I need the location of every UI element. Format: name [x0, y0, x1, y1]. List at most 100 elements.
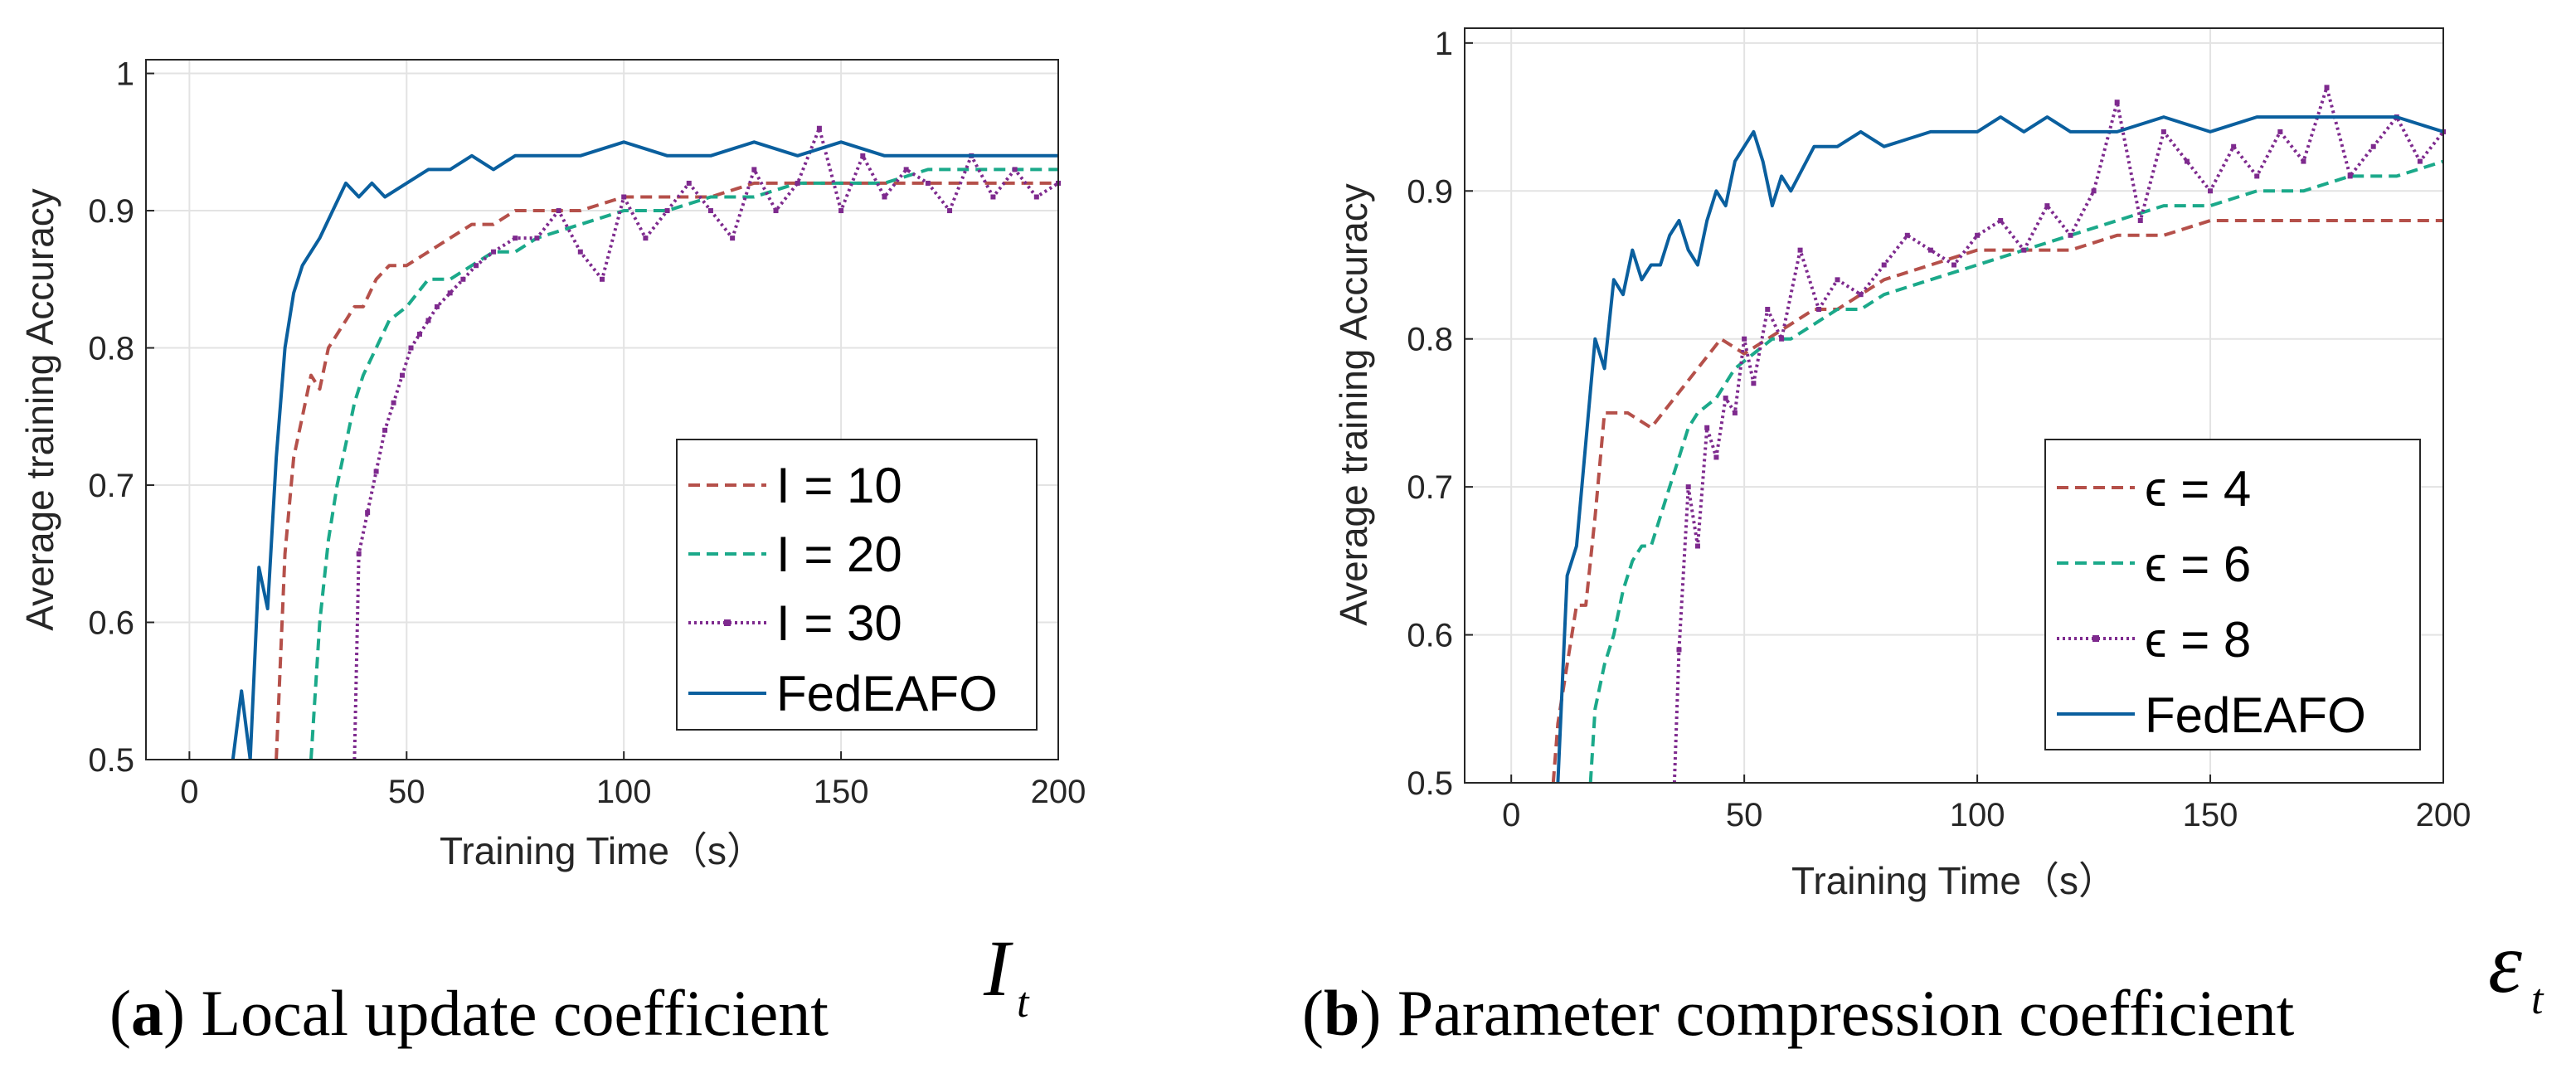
panel-a-series-2-point: [391, 400, 396, 406]
panel-a-ytick-label-0.8: 0.8: [88, 331, 134, 367]
panel-b-series-2-point: [1676, 647, 1682, 653]
panel-a-xtick-label-150: 150: [814, 774, 869, 810]
panel-b-legend: ϵ = 4 ϵ = 6 ϵ = 8 FedEAFO: [2044, 439, 2421, 750]
panel-b-legend-value-e6: = 6: [2180, 537, 2251, 592]
panel-a-series-2-point: [947, 208, 953, 214]
panel-b-series-2-point: [2254, 173, 2260, 179]
panel-a-xtick-label-200: 200: [1031, 774, 1086, 810]
panel-a-xtick-label-100: 100: [596, 774, 652, 810]
panel-a-series-2-point: [882, 194, 887, 200]
panel-a-series-2-point: [795, 180, 800, 186]
panel-b-series-2-point: [1685, 484, 1691, 490]
panel-a-series-2-point: [664, 208, 670, 214]
panel-b-series-0: [1551, 219, 2443, 783]
panel-b-series-2-point: [1732, 410, 1738, 415]
panel-b-series-2-point: [2091, 188, 2097, 194]
panel-a: 0 50 100 150 200 0.5 0.6 0.7 0.8 0.9 1 Training Ti…: [18, 56, 1086, 1049]
panel-b-caption-text: Parameter compression coefficient: [1397, 977, 2295, 1049]
panel-a-series-2-point: [1012, 167, 1018, 172]
panel-a-series-3: [231, 140, 1058, 760]
panel-a-series: [231, 125, 1061, 760]
panel-b-xtick-label-100: 100: [1950, 797, 2005, 833]
panel-b-ylabel: Average training Accuracy: [1332, 183, 1375, 626]
panel-b-xtick-label-50: 50: [1726, 797, 1763, 833]
panel-a-caption-symbol: I: [983, 924, 1013, 1013]
panel-a-series-2-point: [816, 125, 822, 131]
panel-b-series-2-point: [1797, 247, 1803, 253]
panel-b-ytick-label-0.8: 0.8: [1407, 322, 1453, 358]
panel-b-series-2-point: [2301, 158, 2306, 164]
panel-a-series-0: [275, 181, 1058, 760]
panel-a-series-2-point: [513, 236, 518, 241]
panel-b-series-2-point: [1751, 381, 1757, 386]
panel-b-legend-symbol-e8: ϵ: [2145, 612, 2167, 668]
panel-a-series-2-point: [356, 551, 362, 556]
panel-a-series-2-point: [491, 249, 497, 255]
panel-b-xlabel: Training Time（s）: [1791, 859, 2117, 902]
panel-b-series-2-point: [1694, 543, 1700, 549]
panel-a-series-2-point: [773, 208, 779, 214]
panel-b-legend-symbol-e4: ϵ: [2145, 461, 2167, 517]
panel-b-series-2-point: [2347, 173, 2353, 179]
panel-b-series-2-point: [2208, 188, 2214, 194]
panel-a-series-2-point: [577, 249, 583, 255]
panel-b-series-2-point: [1779, 336, 1785, 342]
panel-a-ytick-label-0.7: 0.7: [88, 468, 134, 504]
panel-a-series-2-point: [417, 331, 422, 337]
panel-a-xlabel: Training Time（s）: [440, 829, 765, 872]
panel-b-legend-symbol-e6: ϵ: [2145, 537, 2167, 592]
panel-b-series-2: [1672, 85, 2443, 783]
panel-a-series-2-point: [643, 236, 649, 241]
panel-b: 0 50 100 150 200 0.5 0.6 0.7 0.8 0.9 1 Training Ti…: [1302, 26, 2544, 1049]
panel-b-xtick-label-200: 200: [2416, 797, 2472, 833]
panel-b-axes-box: [1464, 27, 2444, 784]
panel-b-series-2-point: [2417, 158, 2423, 164]
panel-a-series-2-point: [838, 208, 844, 214]
panel-a-series-2-point: [434, 304, 440, 309]
panel-b-series-3: [1556, 115, 2443, 783]
panel-b-series-2-point: [1951, 262, 1956, 268]
panel-b-series-2-point: [2044, 203, 2050, 209]
panel-b-caption-symbol: ε: [2488, 915, 2522, 1011]
panel-a-series-2-point: [460, 276, 466, 282]
panel-b-ytick-label-0.9: 0.9: [1407, 173, 1453, 210]
panel-b-xtick-label-0: 0: [1502, 797, 1520, 833]
panel-b-legend-value-e8: = 8: [2180, 612, 2251, 668]
panel-b-series-2-point: [1742, 336, 1747, 342]
panel-a-series-2-point: [425, 318, 431, 323]
panel-b-series: [1551, 85, 2446, 783]
panel-a-series-1: [309, 168, 1058, 760]
panel-b-series-2-point: [1881, 262, 1887, 268]
panel-a-series-2-point: [751, 167, 757, 172]
panel-a-series-2-point: [686, 180, 692, 186]
panel-a-legend-label-i30: I = 30: [776, 595, 902, 651]
panel-a-series-2-point: [556, 208, 561, 214]
panel-b-legend-label-fedeafo: FedEAFO: [2145, 687, 2366, 743]
panel-a-caption-close: ): [163, 977, 201, 1049]
panel-b-legend-label-e6: ϵ = 6: [2145, 537, 2251, 592]
panel-b-series-2-point: [1765, 307, 1771, 313]
panel-a-legend-marker-i30: [724, 619, 731, 626]
panel-b-series-2-point: [1704, 425, 1710, 430]
panel-a-xtick-label-0: 0: [180, 774, 198, 810]
panel-b-caption-label: b: [1324, 977, 1359, 1049]
panel-a-series-2-point: [400, 372, 406, 378]
panel-a-series-2-point: [408, 345, 414, 351]
panel-a-series-2-point: [373, 469, 379, 474]
panel-a-series-2-point: [621, 194, 627, 200]
panel-a-ylabel: Average training Accuracy: [18, 188, 61, 631]
panel-b-series-2-point: [2021, 247, 2027, 253]
panel-b-caption-open: (: [1302, 977, 1324, 1049]
panel-b-series-2-point: [1998, 217, 2004, 223]
panel-b-series-2-point: [2277, 129, 2283, 134]
panel-a-series-2-point: [707, 208, 713, 214]
panel-a-legend-label-fedeafo: FedEAFO: [776, 666, 998, 721]
panel-a-ytick-label-1: 1: [116, 56, 134, 93]
panel-a-series-2-point: [365, 510, 371, 516]
panel-a-ytick-label-0.6: 0.6: [88, 605, 134, 642]
panel-a-series-2-point: [600, 276, 605, 282]
panel-b-ytick-label-0.7: 0.7: [1407, 469, 1453, 506]
panel-a-series-2-point: [925, 180, 931, 186]
panel-a-caption-open: (: [109, 977, 131, 1049]
